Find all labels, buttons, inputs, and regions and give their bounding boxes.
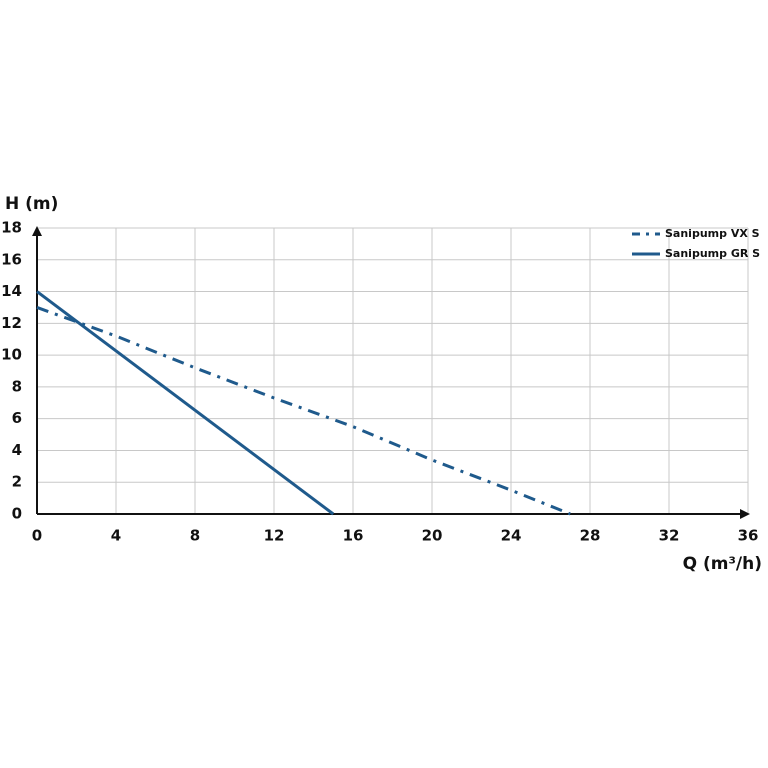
- x-tick-label: 36: [738, 527, 759, 545]
- y-tick-label: 16: [1, 250, 22, 268]
- y-tick-label: 18: [1, 219, 22, 237]
- x-axis-label: Q (m³/h): [683, 554, 762, 574]
- series-line: [36, 306, 571, 516]
- legend-label: Sanipump VX S: [665, 227, 760, 240]
- y-tick-label: 12: [1, 314, 22, 332]
- x-tick-label: 20: [422, 527, 443, 545]
- y-tick-label: 14: [1, 282, 22, 300]
- y-tick-label: 10: [1, 346, 22, 364]
- x-tick-label: 0: [32, 527, 42, 545]
- x-tick-label: 16: [343, 527, 364, 545]
- x-tick-label: 4: [111, 527, 121, 545]
- y-tick-label: 4: [12, 441, 22, 459]
- y-tick-label: 8: [12, 377, 22, 395]
- x-tick-label: 32: [659, 527, 680, 545]
- y-tick-label: 0: [12, 505, 22, 523]
- x-tick-label: 12: [264, 527, 285, 545]
- x-tick-label: 24: [501, 527, 522, 545]
- series-line: [36, 290, 335, 516]
- x-tick-label: 28: [580, 527, 601, 545]
- y-axis-label: H (m): [5, 194, 58, 214]
- legend-label: Sanipump GR S: [665, 247, 760, 260]
- y-tick-label: 2: [12, 473, 22, 491]
- y-tick-label: 6: [12, 409, 22, 427]
- x-tick-label: 8: [190, 527, 200, 545]
